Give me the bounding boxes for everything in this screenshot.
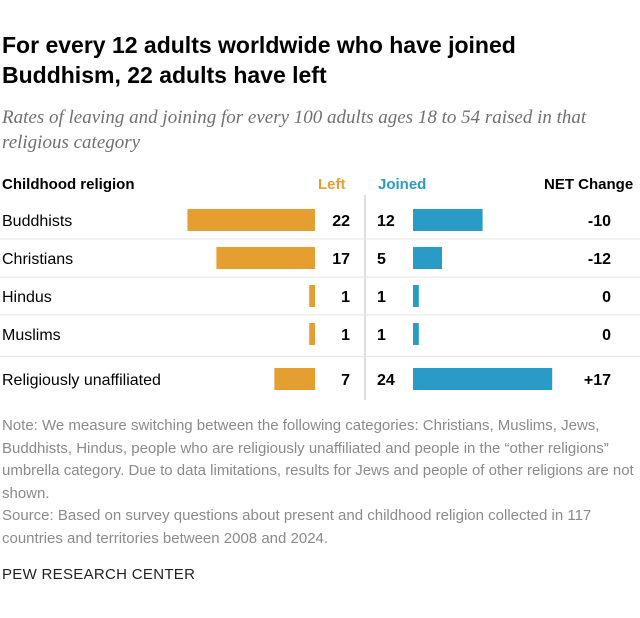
joined-value: 12 xyxy=(377,213,395,230)
left-bar xyxy=(274,368,315,390)
net-change-value: -10 xyxy=(588,213,611,230)
footnote: Note: We measure switching between the f… xyxy=(2,415,634,550)
left-bar xyxy=(309,323,315,345)
joined-bar xyxy=(413,209,483,231)
left-value: 1 xyxy=(341,289,350,306)
category-label: Religiously unaffiliated xyxy=(2,372,161,389)
left-value: 1 xyxy=(341,327,350,344)
joined-bar xyxy=(413,323,419,345)
left-bar xyxy=(187,209,315,231)
left-bar xyxy=(309,285,315,307)
left-value: 7 xyxy=(341,372,350,389)
left-value: 22 xyxy=(332,213,350,230)
joined-value: 24 xyxy=(377,372,395,389)
source-text: Source: Based on survey questions about … xyxy=(2,507,592,547)
net-change-value: +17 xyxy=(584,372,611,389)
header-left: Left xyxy=(318,176,346,193)
category-label: Buddhists xyxy=(2,213,72,230)
category-label: Hindus xyxy=(2,289,52,306)
pew-logo-text: PEW RESEARCH CENTER xyxy=(2,566,196,583)
net-change-value: -12 xyxy=(588,251,611,268)
joined-bar xyxy=(413,285,419,307)
net-change-value: 0 xyxy=(602,289,611,306)
category-label: Muslims xyxy=(2,327,61,344)
joined-bar xyxy=(413,247,442,269)
header-net-change: NET Change xyxy=(544,176,634,193)
joined-value: 1 xyxy=(377,327,386,344)
header-childhood-religion: Childhood religion xyxy=(2,176,135,193)
header-joined: Joined xyxy=(378,176,427,193)
note-text: Note: We measure switching between the f… xyxy=(2,417,634,502)
left-value: 17 xyxy=(332,251,350,268)
joined-value: 1 xyxy=(377,289,386,306)
chart-title: For every 12 adults worldwide who have j… xyxy=(2,32,516,88)
joined-bar xyxy=(413,368,553,390)
chart-subtitle: Rates of leaving and joining for every 1… xyxy=(2,107,587,153)
left-bar xyxy=(216,247,315,269)
joined-value: 5 xyxy=(377,251,386,268)
net-change-value: 0 xyxy=(602,327,611,344)
category-label: Christians xyxy=(2,251,73,268)
